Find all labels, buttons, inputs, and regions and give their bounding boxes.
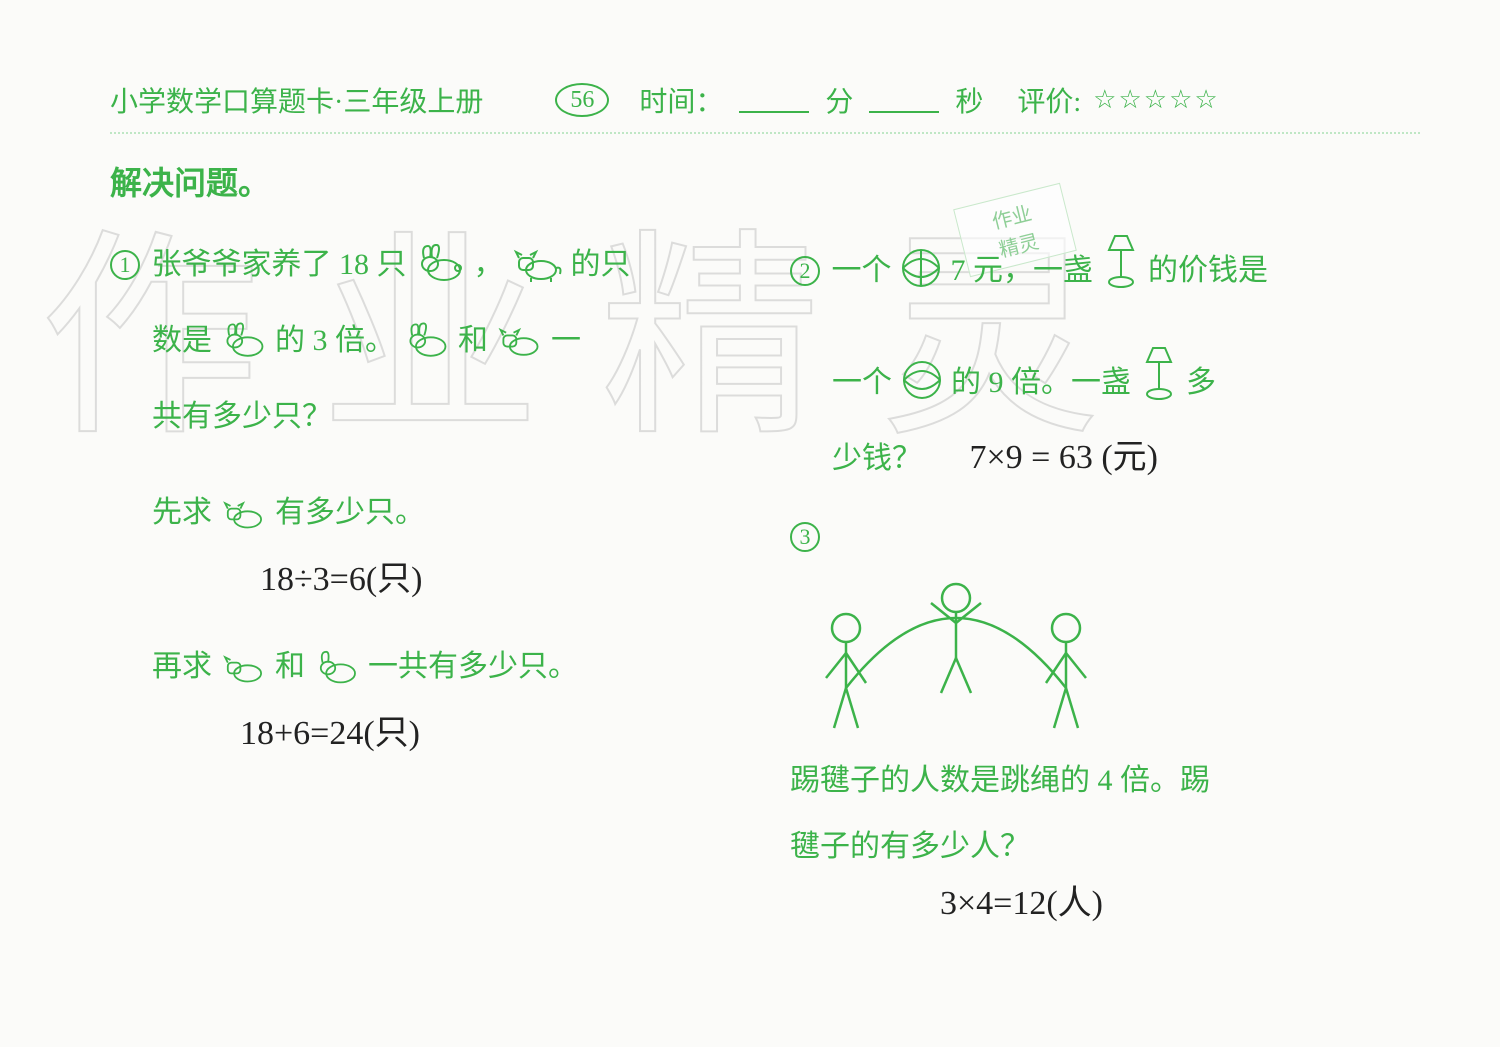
q1-text-2c: 和: [458, 324, 488, 357]
q3-text-b: 毽子的有多少人？: [790, 814, 1420, 880]
lamp-icon: [1139, 344, 1179, 426]
q1-hint2-a: 再求: [152, 650, 212, 683]
q1-text-2d: 一: [551, 324, 581, 357]
page-header: 小学数学口算题卡·三年级上册 56 时间： 分 秒 评价: ☆☆☆☆☆: [110, 80, 1420, 120]
header-divider: [110, 132, 1420, 134]
q1-text-1b: ，: [474, 248, 504, 281]
rabbit-icon: [220, 318, 268, 384]
ball-icon: [899, 246, 943, 314]
q1-number: 1: [110, 250, 140, 280]
q2-line2: 一个 的 9 倍。一盏 多: [790, 344, 1420, 426]
lamp-icon: [1101, 232, 1141, 314]
q2-text-1c: 的价钱是: [1148, 254, 1268, 287]
ball-icon: [900, 358, 944, 426]
dog-icon: [220, 490, 268, 556]
q2-text-2a: 一个: [832, 366, 892, 399]
q1-line1: 1 张爷爷家养了 18 只 ， 的只: [110, 232, 740, 308]
q1-line3: 共有多少只？: [110, 384, 740, 450]
q1-answer1: 18÷3=6(只): [110, 556, 740, 604]
q2-number: 2: [790, 256, 820, 286]
q2-text-1a: 一个: [832, 254, 892, 287]
jump-rope-illustration: [796, 558, 1116, 738]
q1-text-2b: 的 3 倍。: [275, 324, 395, 357]
q1-text-1c: 的只: [571, 248, 631, 281]
column-right: 2 一个 7 元，一盏 的价钱是 一个 的 9 倍。一盏: [790, 232, 1420, 928]
rabbit-icon: [403, 318, 451, 384]
q1-hint1-a: 先求: [152, 496, 212, 529]
dog-icon: [496, 318, 544, 384]
q1-hint2: 再求 和 一共有多少只。: [110, 634, 740, 710]
q1-text-2a: 数是: [152, 324, 212, 357]
rabbit-icon: [414, 242, 466, 308]
q2-line1: 2 一个 7 元，一盏 的价钱是: [790, 232, 1420, 314]
q2-line3: 少钱？ 7×9 = 63 (元): [790, 426, 1420, 492]
rating-label: 评价:: [1017, 80, 1081, 120]
page-number-badge: 56: [555, 83, 609, 117]
content-columns: 1 张爷爷家养了 18 只 ， 的只 数是 的 3 倍。: [110, 232, 1420, 928]
q1-hint1: 先求 有多少只。: [110, 480, 740, 556]
q2-text-3: 少钱？: [832, 442, 922, 475]
q3-text-a: 踢毽子的人数是跳绳的 4 倍。踢: [790, 748, 1420, 814]
q3-answer: 3×4=12(人): [790, 880, 1420, 928]
worksheet-page: 小学数学口算题卡·三年级上册 56 时间： 分 秒 评价: ☆☆☆☆☆ 解决问题…: [0, 0, 1500, 1047]
column-left: 1 张爷爷家养了 18 只 ， 的只 数是 的 3 倍。: [110, 232, 740, 928]
time-label: 时间：: [639, 80, 723, 120]
q1-answer2: 18+6=24(只): [110, 710, 740, 758]
second-blank[interactable]: [869, 87, 939, 113]
q1-hint2-c: 一共有多少只。: [368, 650, 578, 683]
q2-text-2b: 的 9 倍。一盏: [951, 366, 1131, 399]
minute-blank[interactable]: [739, 87, 809, 113]
book-title: 小学数学口算题卡·三年级上册: [110, 80, 483, 120]
section-title: 解决问题。: [110, 158, 1420, 204]
q3-number: 3: [790, 522, 820, 552]
dog-icon: [511, 242, 563, 308]
minute-unit: 分: [825, 80, 853, 120]
rating-stars: ☆☆☆☆☆: [1093, 85, 1220, 115]
q3-block: 3: [790, 522, 1420, 928]
rabbit-icon: [313, 644, 361, 710]
q2-text-1b: 7 元，一盏: [951, 254, 1094, 287]
q1-hint2-b: 和: [275, 650, 305, 683]
dog-icon: [220, 644, 268, 710]
q2-text-2c: 多: [1186, 366, 1216, 399]
second-unit: 秒: [955, 80, 983, 120]
q2-answer: 7×9 = 63 (元): [970, 439, 1159, 476]
q1-hint1-b: 有多少只。: [275, 496, 425, 529]
q1-line2: 数是 的 3 倍。 和 一: [110, 308, 740, 384]
q1-text-1a: 张爷爷家养了 18 只: [152, 248, 407, 281]
